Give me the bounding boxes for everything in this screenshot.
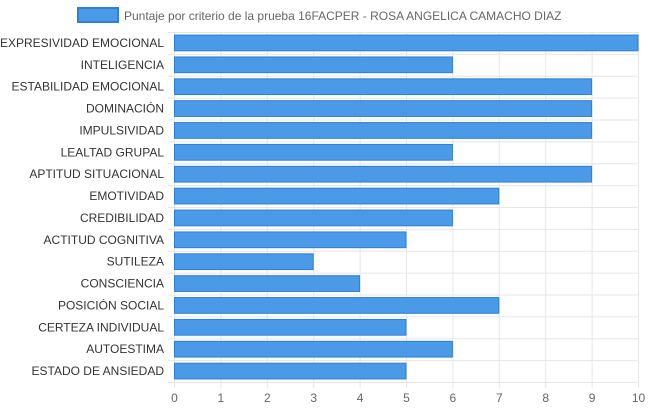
bar[interactable] [174,143,453,161]
x-tick-label: 8 [542,391,549,405]
x-tick-label: 4 [357,391,364,405]
category-label: EMOTIVIDAD [89,189,164,203]
bar[interactable] [174,275,361,292]
x-tick-label: 1 [218,391,225,405]
bar[interactable] [174,209,453,227]
bar[interactable] [174,56,453,74]
category-label: POSICIÓN SOCIAL [58,297,164,312]
category-label: LEALTAD GRUPAL [61,145,165,159]
x-tick-label: 7 [496,391,503,405]
category-label: EXPRESIVIDAD EMOCIONAL [0,36,164,50]
bar[interactable] [174,340,453,358]
x-tick-label: 10 [632,391,646,405]
x-tick-label: 9 [589,391,596,405]
category-label: CONSCIENCIA [81,277,164,291]
category-label: ACTITUD COGNITIVA [44,233,164,247]
x-tick-label: 0 [171,391,178,405]
category-label: APTITUD SITUACIONAL [29,167,164,181]
category-label: CREDIBILIDAD [80,211,164,225]
bar[interactable] [174,122,593,139]
legend[interactable]: Puntaje por criterio de la prueba 16FACP… [77,7,562,23]
bar[interactable] [174,34,639,52]
bar[interactable] [174,187,500,205]
category-label: SUTILEZA [107,255,164,269]
x-tick-label: 3 [310,391,317,405]
bar[interactable] [174,231,407,249]
legend-label[interactable]: Puntaje por criterio de la prueba 16FACP… [124,9,562,23]
bar[interactable] [174,253,314,271]
bar[interactable] [174,362,407,380]
x-tick-label: 2 [264,391,271,405]
category-label: ESTADO DE ANSIEDAD [32,364,165,378]
category-label: ESTABILIDAD EMOCIONAL [12,80,165,94]
category-label: AUTOESTIMA [86,342,164,356]
bars [174,34,639,380]
category-label: DOMINACIÓN [86,101,164,116]
bar[interactable] [174,318,407,336]
x-tick-label: 6 [450,391,457,405]
category-label: CERTEZA INDIVIDUAL [38,320,164,334]
x-axis-tick-labels: 0 1 2 3 4 5 6 7 8 9 10 [171,391,645,405]
category-label: IMPULSIVIDAD [79,123,164,137]
x-tick-label: 5 [403,391,410,405]
bar[interactable] [174,78,593,96]
legend-swatch[interactable] [77,7,119,23]
bar[interactable] [174,165,593,183]
category-labels: EXPRESIVIDAD EMOCIONAL INTELIGENCIA ESTABI… [0,36,164,378]
category-label: INTELIGENCIA [81,58,164,72]
bar[interactable] [174,297,500,314]
bar[interactable] [174,100,593,117]
